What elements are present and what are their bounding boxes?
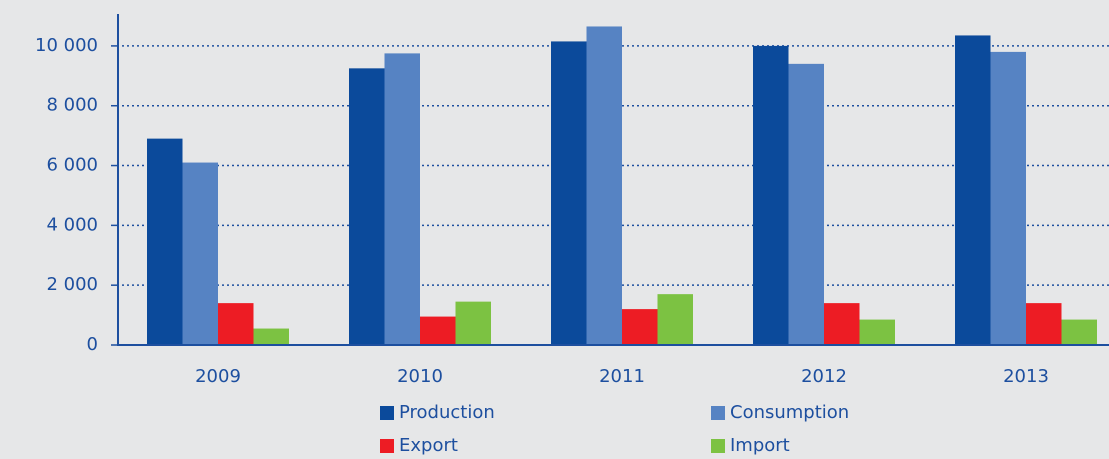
x-tick-label: 2011 [599, 366, 645, 387]
y-tick-label: 10 000 [35, 35, 98, 56]
bar [551, 41, 587, 345]
bar [824, 303, 860, 345]
y-tick-label: 4 000 [46, 214, 98, 235]
legend-label: Consumption [730, 402, 849, 423]
bar [586, 26, 622, 346]
legend-swatch [711, 406, 725, 420]
bar [1061, 319, 1097, 345]
x-tick-label: 2010 [397, 366, 443, 387]
bar [859, 319, 895, 345]
legend-swatch [380, 406, 394, 420]
y-tick-label: 2 000 [46, 274, 98, 295]
legend-swatch [711, 439, 725, 453]
bar [420, 316, 456, 345]
legend-label: Import [730, 435, 790, 456]
bar [788, 63, 824, 345]
legend-label: Production [399, 402, 495, 423]
bar [182, 162, 218, 345]
bar [622, 309, 658, 345]
x-tick-label: 2013 [1003, 366, 1049, 387]
bar [1026, 303, 1062, 345]
bar [253, 328, 289, 345]
bar [955, 35, 991, 345]
bar [349, 68, 385, 345]
bar [147, 138, 183, 345]
legend-swatch [380, 439, 394, 453]
bar [384, 53, 420, 346]
bar [455, 301, 491, 345]
legend-label: Export [399, 435, 458, 456]
y-tick-label: 0 [87, 334, 98, 355]
y-tick-label: 8 000 [46, 95, 98, 116]
bar [218, 303, 254, 345]
x-tick-label: 2009 [195, 366, 241, 387]
bar [990, 51, 1026, 346]
x-tick-label: 2012 [801, 366, 847, 387]
bar [753, 45, 789, 346]
bar [657, 294, 693, 345]
y-tick-label: 6 000 [46, 155, 98, 176]
